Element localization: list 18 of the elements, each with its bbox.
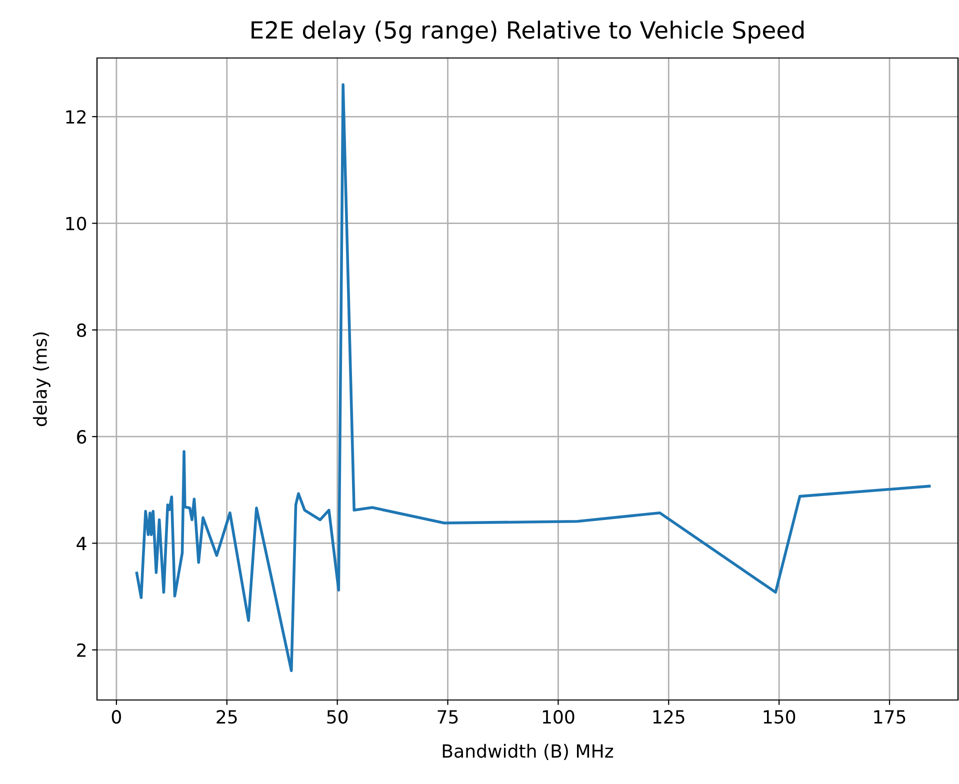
- x-tick-label: 25: [216, 710, 237, 724]
- x-tick-label: 0: [112, 710, 121, 724]
- y-tick-label: 2: [77, 643, 86, 657]
- y-tick-label: 10: [66, 216, 86, 230]
- x-tick-label: 100: [542, 710, 574, 724]
- y-tick-label: 4: [76, 536, 86, 550]
- x-tick-label: 150: [764, 710, 796, 724]
- x-tick-label: 75: [438, 710, 458, 724]
- x-tick-label: 175: [874, 710, 906, 724]
- x-tick-label: 125: [653, 710, 684, 724]
- line-series: [135, 83, 931, 672]
- y-axis-title: delay (ms): [32, 332, 50, 426]
- chart-title: E2E delay (5g range) Relative to Vehicle Speed: [252, 20, 804, 44]
- y-tick-label: 6: [77, 430, 86, 444]
- x-tick-label: 50: [327, 710, 348, 724]
- x-axis-title: Bandwidth (B) MHz: [442, 744, 614, 760]
- y-tick-label: 12: [66, 110, 86, 124]
- y-tick-label: 8: [77, 323, 86, 338]
